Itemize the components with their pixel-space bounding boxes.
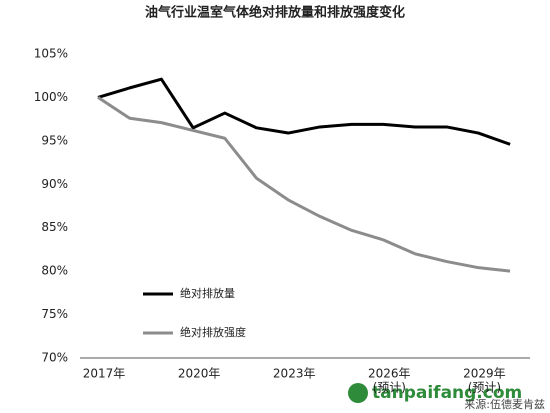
legend-label: 绝对排放量 xyxy=(180,286,235,300)
x-tick-label: 2029年 xyxy=(463,367,506,381)
source: 来源:伍德麦肯兹 xyxy=(464,397,545,411)
x-tick-label: 2017年 xyxy=(83,367,126,381)
y-tick-label: 90% xyxy=(41,177,68,191)
y-tick-label: 95% xyxy=(41,133,68,147)
series-line xyxy=(97,77,511,146)
y-tick-label: 75% xyxy=(41,307,68,321)
x-tick-label: 2023年 xyxy=(273,367,316,381)
y-tick-label: 85% xyxy=(41,220,68,234)
x-tick-label: 2026年 xyxy=(368,367,411,381)
y-tick-label: 100% xyxy=(34,90,68,104)
watermark-logo xyxy=(348,383,368,403)
y-tick-label: 80% xyxy=(41,264,68,278)
y-tick-label: 105% xyxy=(34,47,68,61)
chart-title: 油气行业温室气体绝对排放量和排放强度变化 xyxy=(145,5,405,21)
legend-label: 绝对排放强度 xyxy=(180,325,246,339)
y-tick-label: 70% xyxy=(41,351,68,365)
watermark: tanpaifang.com xyxy=(372,383,522,403)
x-tick-label: 2020年 xyxy=(178,367,221,381)
x-tick-note: (预计) xyxy=(468,381,501,395)
x-tick-note: (预计) xyxy=(373,381,406,395)
series-line xyxy=(97,96,511,273)
watermark-group: tanpaifang.com xyxy=(348,383,522,403)
